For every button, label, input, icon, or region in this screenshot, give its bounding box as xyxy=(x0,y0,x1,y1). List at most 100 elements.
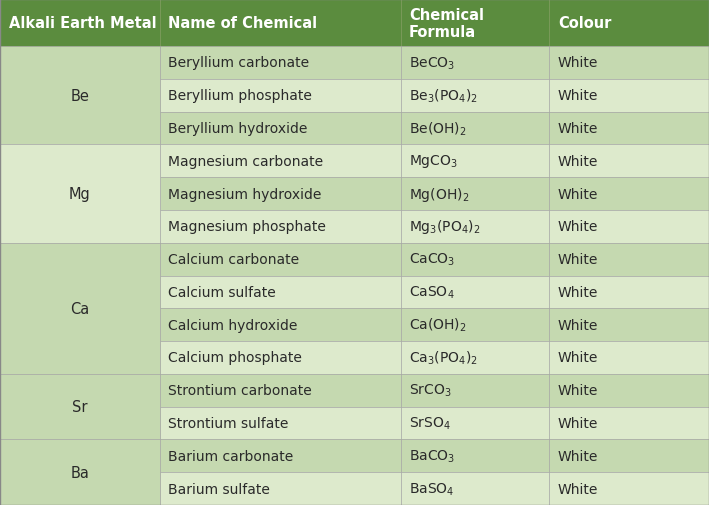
Bar xyxy=(160,276,401,309)
Text: Mg(OH)$_2$: Mg(OH)$_2$ xyxy=(409,185,469,203)
Text: Ca(OH)$_2$: Ca(OH)$_2$ xyxy=(409,316,467,334)
Text: Colour: Colour xyxy=(558,16,611,31)
Bar xyxy=(0,243,160,374)
Text: Beryllium hydroxide: Beryllium hydroxide xyxy=(168,122,308,136)
Bar xyxy=(160,145,401,178)
Text: Magnesium carbonate: Magnesium carbonate xyxy=(168,155,323,169)
Bar xyxy=(549,341,709,374)
Text: Calcium hydroxide: Calcium hydroxide xyxy=(168,318,297,332)
Bar xyxy=(401,243,549,276)
Text: CaSO$_4$: CaSO$_4$ xyxy=(409,284,454,300)
Text: White: White xyxy=(558,155,598,169)
Text: SrCO$_3$: SrCO$_3$ xyxy=(409,382,452,398)
Bar xyxy=(160,47,401,80)
Text: Magnesium phosphate: Magnesium phosphate xyxy=(168,220,326,234)
Bar xyxy=(160,211,401,243)
Bar xyxy=(549,178,709,211)
Text: CaCO$_3$: CaCO$_3$ xyxy=(409,251,455,268)
Bar xyxy=(549,47,709,80)
Text: Formula: Formula xyxy=(409,25,476,40)
Bar xyxy=(549,0,709,47)
Text: White: White xyxy=(558,482,598,495)
Text: Ca: Ca xyxy=(70,301,89,316)
Text: White: White xyxy=(558,122,598,136)
Text: White: White xyxy=(558,285,598,299)
Bar xyxy=(160,341,401,374)
Bar xyxy=(0,439,160,505)
Bar xyxy=(549,374,709,407)
Bar xyxy=(549,243,709,276)
Bar xyxy=(160,0,401,47)
Bar xyxy=(549,80,709,113)
Bar xyxy=(160,407,401,439)
Text: Beryllium carbonate: Beryllium carbonate xyxy=(168,57,309,70)
Bar xyxy=(549,276,709,309)
Text: BaSO$_4$: BaSO$_4$ xyxy=(409,480,454,497)
Text: Mg: Mg xyxy=(69,187,91,201)
Bar xyxy=(160,243,401,276)
Text: White: White xyxy=(558,252,598,267)
Text: Be(OH)$_2$: Be(OH)$_2$ xyxy=(409,120,467,137)
Text: White: White xyxy=(558,187,598,201)
Bar xyxy=(160,374,401,407)
Text: BeCO$_3$: BeCO$_3$ xyxy=(409,55,455,72)
Text: Name of Chemical: Name of Chemical xyxy=(168,16,317,31)
Bar xyxy=(549,113,709,145)
Text: Ba: Ba xyxy=(70,465,89,480)
Text: SrSO$_4$: SrSO$_4$ xyxy=(409,415,451,431)
Bar xyxy=(549,145,709,178)
Bar xyxy=(401,47,549,80)
Text: MgCO$_3$: MgCO$_3$ xyxy=(409,153,458,170)
Bar xyxy=(0,374,160,439)
Text: Calcium sulfate: Calcium sulfate xyxy=(168,285,276,299)
Text: Barium carbonate: Barium carbonate xyxy=(168,449,294,463)
Text: White: White xyxy=(558,449,598,463)
Text: White: White xyxy=(558,351,598,365)
Bar xyxy=(549,309,709,341)
Bar xyxy=(549,439,709,472)
Bar xyxy=(160,439,401,472)
Bar xyxy=(401,145,549,178)
Bar xyxy=(549,211,709,243)
Bar xyxy=(401,211,549,243)
Bar xyxy=(401,309,549,341)
Bar xyxy=(0,145,160,243)
Bar xyxy=(401,0,549,47)
Text: White: White xyxy=(558,318,598,332)
Bar xyxy=(160,309,401,341)
Bar xyxy=(160,113,401,145)
Text: Mg$_3$(PO$_4$)$_2$: Mg$_3$(PO$_4$)$_2$ xyxy=(409,218,481,236)
Bar xyxy=(401,472,549,505)
Text: BaCO$_3$: BaCO$_3$ xyxy=(409,448,455,464)
Text: Barium sulfate: Barium sulfate xyxy=(168,482,270,495)
Bar xyxy=(401,439,549,472)
Bar xyxy=(401,178,549,211)
Text: Strontium sulfate: Strontium sulfate xyxy=(168,416,289,430)
Bar xyxy=(401,276,549,309)
Text: Strontium carbonate: Strontium carbonate xyxy=(168,383,312,397)
Text: Alkali Earth Metal: Alkali Earth Metal xyxy=(9,16,156,31)
Bar xyxy=(0,47,160,145)
Text: White: White xyxy=(558,383,598,397)
Text: Calcium phosphate: Calcium phosphate xyxy=(168,351,302,365)
Bar xyxy=(0,0,160,47)
Bar xyxy=(401,407,549,439)
Bar xyxy=(549,407,709,439)
Text: White: White xyxy=(558,57,598,70)
Text: Ca$_3$(PO$_4$)$_2$: Ca$_3$(PO$_4$)$_2$ xyxy=(409,349,478,367)
Bar xyxy=(401,341,549,374)
Bar xyxy=(401,80,549,113)
Text: Chemical: Chemical xyxy=(409,8,484,23)
Bar xyxy=(549,472,709,505)
Text: White: White xyxy=(558,89,598,103)
Text: White: White xyxy=(558,416,598,430)
Text: Calcium carbonate: Calcium carbonate xyxy=(168,252,299,267)
Bar xyxy=(160,178,401,211)
Text: Sr: Sr xyxy=(72,399,87,414)
Text: Be: Be xyxy=(70,88,89,104)
Bar xyxy=(160,472,401,505)
Bar xyxy=(160,80,401,113)
Bar xyxy=(401,374,549,407)
Bar xyxy=(401,113,549,145)
Text: Be$_3$(PO$_4$)$_2$: Be$_3$(PO$_4$)$_2$ xyxy=(409,87,478,105)
